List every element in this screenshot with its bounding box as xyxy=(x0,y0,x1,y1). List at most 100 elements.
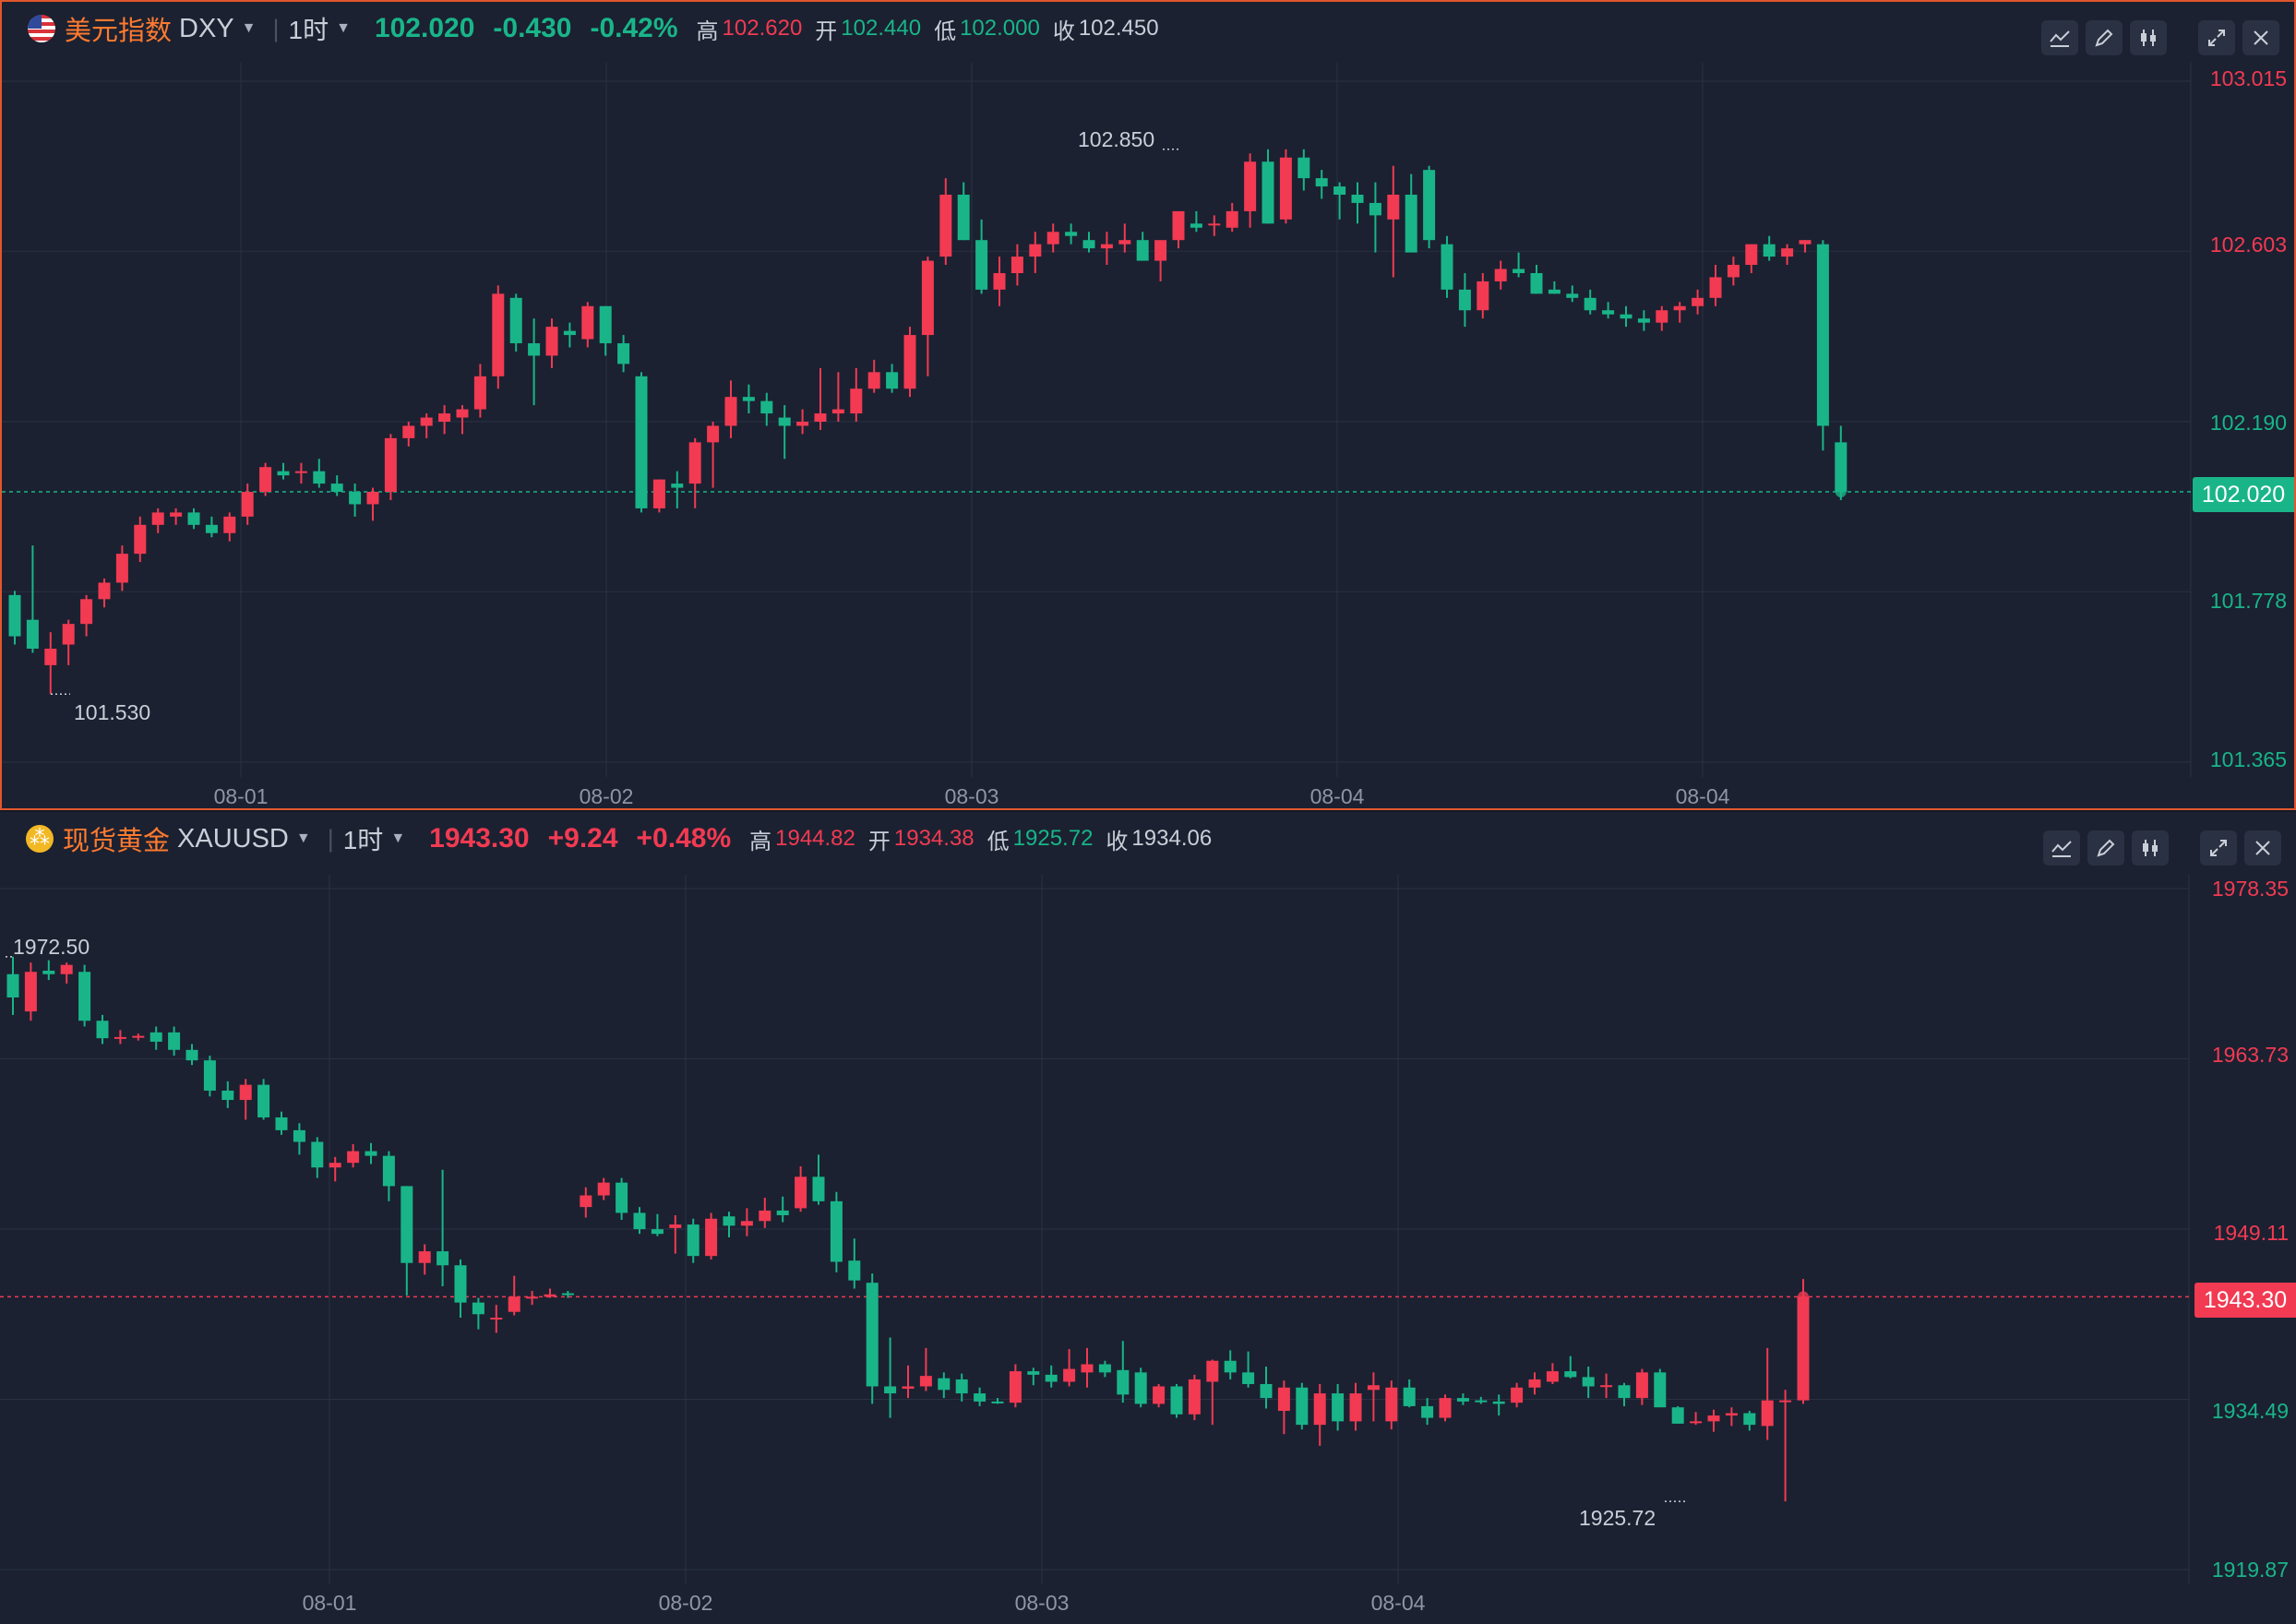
gold-candlestick-chart[interactable] xyxy=(0,812,2296,1624)
pencil-icon xyxy=(2097,839,2115,857)
candle-body xyxy=(1763,244,1776,257)
gold-symbol[interactable]: XAUUSD xyxy=(177,823,289,854)
candle-body xyxy=(1423,170,1436,241)
interval-dropdown-icon[interactable]: ▼ xyxy=(336,20,351,36)
close-button[interactable] xyxy=(2244,830,2281,866)
pencil-icon xyxy=(2095,29,2113,47)
chart-type-button[interactable] xyxy=(2130,20,2167,55)
candle-body xyxy=(1654,1372,1667,1408)
candle-body xyxy=(115,554,128,583)
candle-body xyxy=(294,471,307,473)
candle-body xyxy=(1458,289,1471,311)
gold-last-price: 1943.30 xyxy=(429,823,530,854)
candle-body xyxy=(1351,195,1364,203)
candle-body xyxy=(991,1401,1004,1403)
dxy-name[interactable]: 美元指数 xyxy=(65,17,173,46)
candlestick-icon xyxy=(2141,30,2156,46)
price-tick: 102.603 xyxy=(2209,233,2287,257)
symbol-dropdown-icon[interactable]: ▼ xyxy=(241,20,257,36)
dxy-high: 102.620 xyxy=(722,16,803,41)
gold-name[interactable]: 现货黄金 xyxy=(63,827,171,856)
candle-body xyxy=(1153,1386,1166,1404)
candle-body xyxy=(221,1090,234,1101)
candle-body xyxy=(1208,223,1221,226)
open-label: 开 xyxy=(815,18,838,44)
gold-close: 1934.06 xyxy=(1131,826,1213,851)
indicator-button[interactable] xyxy=(2043,830,2080,866)
close-label: 收 xyxy=(1052,18,1075,44)
candle-body xyxy=(349,492,362,505)
dxy-candlestick-chart[interactable] xyxy=(2,2,2294,808)
candle-body xyxy=(599,305,612,344)
candle-body xyxy=(472,1302,484,1315)
draw-button[interactable] xyxy=(2087,830,2124,866)
last-price-dot xyxy=(1798,1291,1809,1303)
candle-body xyxy=(1242,1372,1255,1384)
expand-icon xyxy=(2210,840,2227,856)
candle-body xyxy=(651,1229,664,1235)
candle-body xyxy=(1673,305,1686,311)
expand-button[interactable] xyxy=(2198,20,2235,55)
close-button[interactable] xyxy=(2242,20,2279,55)
max-price-label: 102.850 xyxy=(1078,127,1155,151)
candle-body xyxy=(1816,244,1829,426)
candle-body xyxy=(597,1182,610,1196)
candle-body xyxy=(830,1200,843,1262)
candle-body xyxy=(1584,297,1596,311)
candle-body xyxy=(545,327,558,356)
candle-body xyxy=(850,388,863,414)
candle-body xyxy=(203,1060,216,1091)
candle-body xyxy=(1260,1383,1273,1399)
interval-selector[interactable]: 1时 xyxy=(288,16,329,44)
date-tick: 08-04 xyxy=(1370,1591,1426,1615)
candle-body xyxy=(239,1084,252,1101)
candle-body xyxy=(831,409,844,414)
symbol-dropdown-icon[interactable]: ▼ xyxy=(295,830,311,846)
indicator-button[interactable] xyxy=(2041,20,2078,55)
candle-body xyxy=(1224,1360,1237,1373)
low-label: 低 xyxy=(987,829,1010,854)
gold-change: +9.24 xyxy=(547,823,618,854)
candle-body xyxy=(96,1021,109,1039)
dxy-change-pct: -0.42% xyxy=(590,13,678,43)
close-label: 收 xyxy=(1106,829,1129,854)
gold-chart-panel[interactable]: 现货黄金 XAUUSD ▼ | 1时 ▼ 1943.30 +9.24 +0.48… xyxy=(0,812,2296,1624)
candle-body xyxy=(1492,1401,1505,1404)
candle-body xyxy=(6,973,19,997)
candle-body xyxy=(1656,310,1668,323)
candle-body xyxy=(759,1210,771,1222)
candle-body xyxy=(1725,1413,1738,1416)
candle-body xyxy=(1546,1371,1559,1382)
candle-body xyxy=(938,1378,951,1391)
candle-body xyxy=(1369,202,1381,216)
candle-body xyxy=(1781,248,1794,257)
candle-body xyxy=(170,512,183,517)
candle-body xyxy=(1136,240,1149,261)
interval-selector[interactable]: 1时 xyxy=(342,826,384,854)
draw-button[interactable] xyxy=(2086,20,2123,55)
price-tick: 103.015 xyxy=(2209,66,2287,90)
candle-body xyxy=(1332,1393,1345,1422)
candle-body xyxy=(544,1294,556,1297)
expand-button[interactable] xyxy=(2200,830,2237,866)
dxy-chart-panel[interactable]: 美元指数 DXY ▼ | 1时 ▼ 102.020 -0.430 -0.42% … xyxy=(0,0,2296,810)
candle-body xyxy=(652,479,665,508)
chart-type-button[interactable] xyxy=(2132,830,2169,866)
indicator-icon xyxy=(2051,841,2072,857)
candle-body xyxy=(490,1318,503,1320)
high-label: 高 xyxy=(696,18,719,44)
close-icon xyxy=(2255,841,2270,855)
candle-body xyxy=(492,293,505,376)
candle-body xyxy=(454,1265,467,1303)
candle-body xyxy=(1564,1371,1577,1378)
candle-body xyxy=(884,1386,897,1394)
price-tick: 101.778 xyxy=(2209,589,2287,613)
candle-body xyxy=(1797,1296,1810,1401)
price-tick: 1919.87 xyxy=(2211,1558,2289,1582)
interval-dropdown-icon[interactable]: ▼ xyxy=(390,830,406,846)
gold-change-pct: +0.48% xyxy=(636,823,732,854)
date-tick: 08-01 xyxy=(213,784,269,808)
candle-body xyxy=(1172,210,1185,241)
dxy-symbol[interactable]: DXY xyxy=(179,13,234,43)
candle-body xyxy=(1456,1398,1469,1402)
